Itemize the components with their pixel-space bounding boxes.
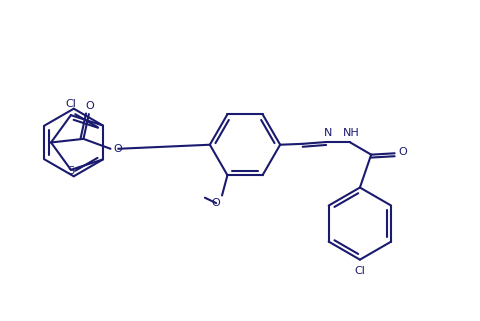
Text: Cl: Cl	[354, 266, 365, 276]
Text: Cl: Cl	[65, 99, 76, 109]
Text: N: N	[323, 128, 331, 138]
Text: O: O	[211, 198, 220, 208]
Text: S: S	[67, 166, 74, 176]
Text: O: O	[397, 147, 406, 157]
Text: O: O	[85, 101, 95, 111]
Text: NH: NH	[342, 128, 359, 138]
Text: O: O	[114, 144, 122, 154]
